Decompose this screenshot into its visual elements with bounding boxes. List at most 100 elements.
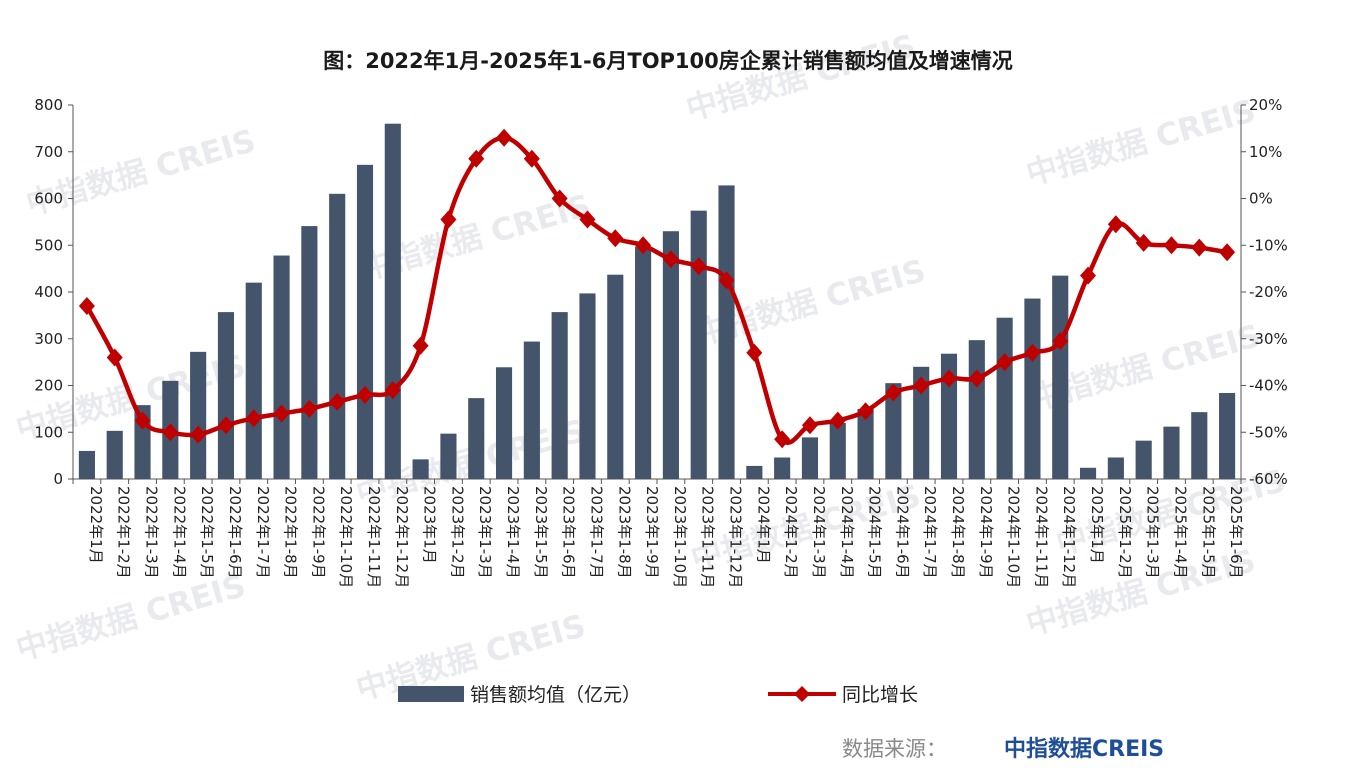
x-tick-label: 2025年1-2月: [1116, 486, 1134, 579]
x-tick-label: 2022年1-8月: [282, 486, 300, 579]
bar: [718, 185, 735, 479]
x-tick-label: 2022年1-10月: [337, 486, 355, 588]
line-point: [217, 416, 234, 435]
x-tick-label: 2025年1-3月: [1144, 486, 1162, 579]
y-right-tick-label: -30%: [1249, 330, 1288, 348]
y-right-tick-label: 10%: [1249, 143, 1282, 161]
x-tick-label: 2022年1-12月: [393, 486, 411, 588]
x-tick-label: 2022年1-3月: [143, 486, 161, 579]
bar: [662, 231, 679, 479]
y-right-tick-label: -40%: [1249, 377, 1288, 395]
bar: [885, 383, 902, 479]
line-point: [468, 149, 485, 168]
x-tick-label: 2022年1-4月: [170, 486, 188, 579]
x-tick-label: 2023年1-7月: [587, 486, 605, 579]
bar: [801, 437, 819, 479]
x-tick-label: 2022年1-5月: [198, 486, 216, 579]
bar: [329, 193, 346, 479]
line-point: [690, 257, 707, 276]
line-point: [106, 348, 123, 367]
bar: [635, 246, 652, 479]
x-tick-label: 2022年1月: [87, 486, 105, 564]
bar: [190, 351, 207, 479]
x-tick-label: 2024年1-10月: [1005, 486, 1023, 588]
x-tick-label: 2022年1-6月: [226, 486, 244, 579]
line-point: [329, 392, 346, 411]
y-left-tick-label: 600: [34, 190, 63, 208]
y-left-tick-label: 700: [34, 143, 63, 161]
x-tick-label: 2025年1-5月: [1199, 486, 1217, 579]
bar: [217, 312, 235, 479]
bar: [523, 341, 540, 479]
line-point: [968, 369, 985, 388]
bar: [440, 433, 457, 479]
x-tick-label: 2024年1-9月: [977, 486, 995, 579]
x-tick-label: 2022年1-7月: [254, 486, 272, 579]
chart-title: 图：2022年1月-2025年1-6月TOP100房企累计销售额均值及增速情况: [323, 49, 1013, 73]
x-tick-label: 2024年1-12月: [1060, 486, 1078, 588]
y-left-tick-label: 400: [34, 283, 63, 301]
source-brand: 中指数据CREIS: [1004, 736, 1164, 762]
line-point: [1219, 243, 1236, 262]
bar: [940, 353, 958, 479]
line-point: [1080, 266, 1097, 285]
x-tick-label: 2023年1-8月: [615, 486, 633, 579]
line-point: [662, 250, 679, 269]
line-point: [523, 149, 540, 168]
line-point: [496, 128, 513, 147]
axes: 0 100 200 300 400 500 600 700 800 -60% -50% -40% -30…: [34, 96, 1287, 488]
bar: [106, 430, 123, 479]
bar: [245, 282, 262, 479]
line-point: [829, 411, 846, 430]
line-point: [162, 423, 179, 442]
x-tick-label: 2024年1-2月: [782, 486, 800, 579]
x-tick-label: 2024年1-8月: [949, 486, 967, 579]
x-tick-label: 2024年1-4月: [838, 486, 856, 579]
line-point: [357, 385, 373, 404]
bar: [412, 459, 429, 479]
bar: [1079, 467, 1097, 479]
bar: [829, 422, 846, 479]
line-point: [1163, 236, 1180, 255]
bar: [356, 164, 374, 479]
bar: [495, 367, 513, 479]
line-point: [996, 353, 1013, 372]
line-point: [384, 381, 401, 400]
bar: [1107, 457, 1124, 479]
line-point: [1052, 332, 1069, 351]
x-tick-label: 2023年1-10月: [671, 486, 689, 588]
y-right-tick-label: 20%: [1249, 96, 1282, 114]
line-point: [1191, 238, 1208, 257]
bar: [913, 366, 930, 479]
x-tick-label: 2024年1-5月: [866, 486, 884, 579]
x-axis-labels: 2022年1月 2022年1-2月 2022年1-3月 2022年1-4月 2022年1…: [87, 486, 1245, 588]
watermark-text: 中指数据 CREIS: [1022, 93, 1259, 193]
x-tick-label: 2025年1月: [1088, 486, 1106, 564]
line-series: [78, 128, 1236, 449]
x-tick-label: 2023年1-5月: [532, 486, 550, 579]
y-right-tick-label: -20%: [1249, 283, 1288, 301]
bar: [273, 255, 290, 479]
bar: [607, 274, 624, 479]
x-tick-label: 2023年1-3月: [476, 486, 494, 579]
watermark-text: 中指数据 CREIS: [22, 123, 259, 223]
watermark-text: 中指数据 CREIS: [687, 478, 924, 578]
bar: [1219, 392, 1236, 479]
bar: [1052, 275, 1069, 479]
line-point: [245, 409, 262, 428]
line-point: [635, 236, 652, 255]
bar: [857, 408, 874, 479]
line-point: [1107, 215, 1124, 234]
x-tick-label: 2024年1-6月: [893, 486, 911, 579]
legend-diamond-marker: [794, 686, 810, 702]
x-tick-label: 2024年1月: [754, 486, 772, 564]
line-point: [801, 416, 818, 435]
line-point: [412, 336, 429, 355]
line-point: [134, 411, 151, 430]
bar-series: [78, 123, 1236, 479]
x-tick-label: 2022年1-11月: [365, 486, 383, 588]
x-tick-label: 2022年1-9月: [309, 486, 327, 579]
x-tick-label: 2023年1-9月: [643, 486, 661, 579]
line-point: [941, 369, 957, 388]
